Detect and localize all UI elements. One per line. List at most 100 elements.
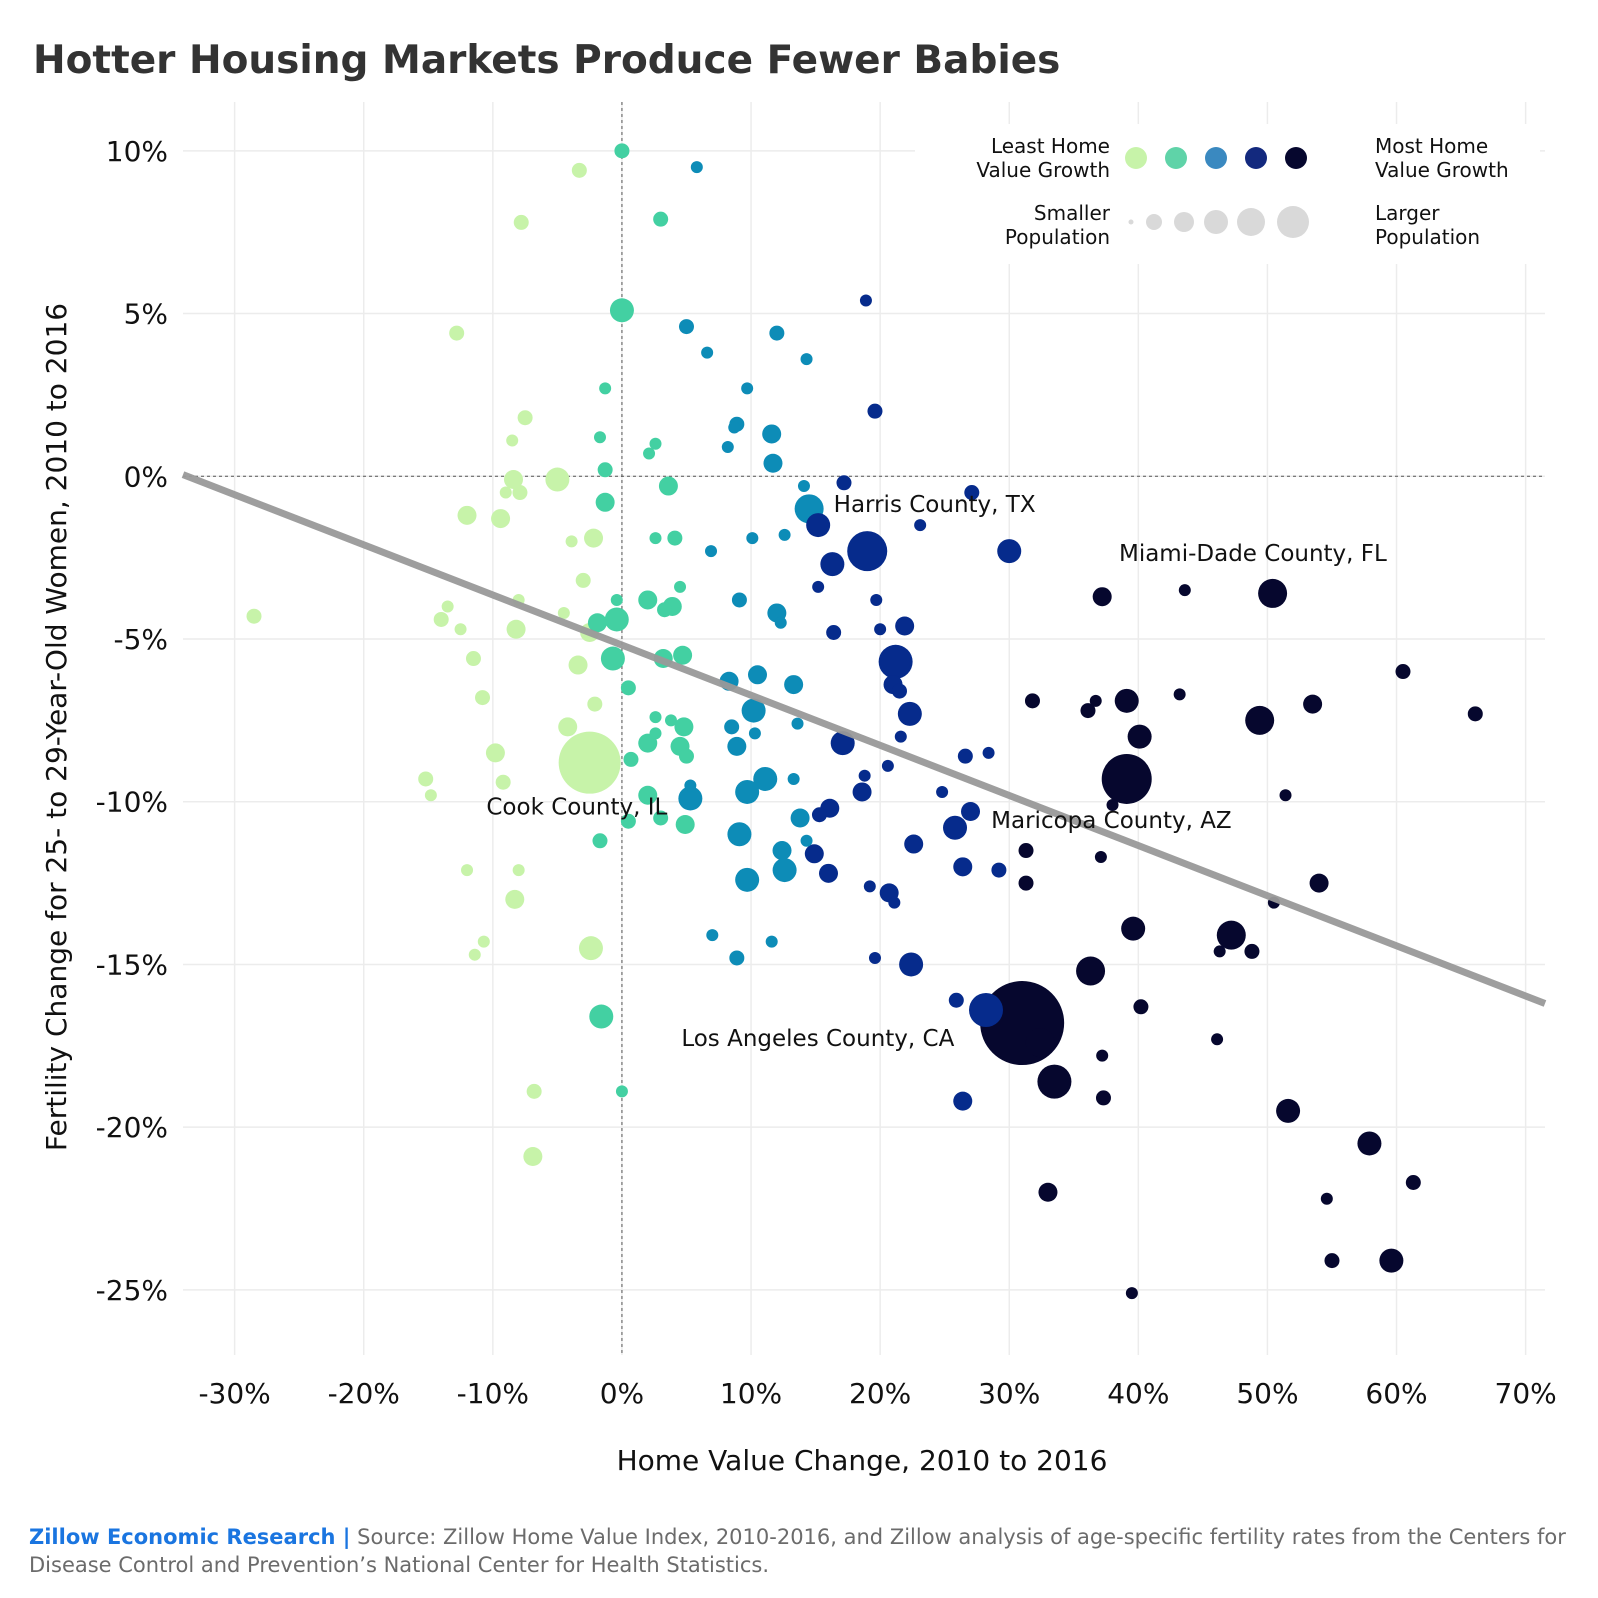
data-point bbox=[592, 833, 608, 849]
legend-size-swatch bbox=[1128, 219, 1134, 225]
data-point bbox=[1089, 694, 1102, 707]
data-point bbox=[1092, 587, 1112, 607]
data-point bbox=[762, 424, 782, 444]
data-point bbox=[948, 992, 964, 1008]
data-point bbox=[584, 528, 604, 548]
data-point bbox=[997, 539, 1022, 564]
data-point bbox=[897, 701, 922, 726]
data-point bbox=[643, 447, 656, 460]
legend-size-right-line2: Population bbox=[1375, 225, 1480, 249]
y-tick-label: -25% bbox=[96, 1274, 168, 1307]
data-point bbox=[953, 857, 973, 877]
data-point bbox=[721, 440, 734, 453]
data-point bbox=[589, 1004, 614, 1029]
data-points bbox=[246, 143, 1483, 1300]
data-point bbox=[741, 698, 766, 723]
data-point bbox=[904, 834, 924, 854]
data-point bbox=[1258, 578, 1288, 608]
data-point bbox=[653, 211, 669, 227]
x-tick-label: 70% bbox=[1495, 1377, 1557, 1410]
legend-size-swatch bbox=[1237, 208, 1265, 236]
data-point bbox=[741, 382, 754, 395]
legend-color-right-line2: Value Growth bbox=[1375, 158, 1509, 182]
data-point bbox=[418, 771, 434, 787]
legend-size-right-line1: Larger bbox=[1375, 201, 1440, 225]
data-point bbox=[674, 717, 694, 737]
data-point bbox=[615, 1085, 628, 1098]
data-point bbox=[1024, 693, 1040, 709]
data-point bbox=[1467, 706, 1483, 722]
data-point bbox=[495, 774, 511, 790]
data-point bbox=[881, 759, 894, 772]
data-point bbox=[1095, 1090, 1111, 1106]
data-point bbox=[433, 611, 449, 627]
data-point bbox=[791, 717, 804, 730]
data-point bbox=[765, 935, 778, 948]
data-point bbox=[914, 519, 927, 532]
data-point bbox=[1279, 789, 1292, 802]
data-point bbox=[465, 651, 481, 667]
data-point bbox=[746, 532, 759, 545]
data-point bbox=[1025, 1028, 1055, 1058]
data-point bbox=[558, 731, 621, 794]
y-tick-label: -5% bbox=[113, 623, 168, 656]
data-point bbox=[609, 298, 634, 323]
data-point bbox=[727, 736, 747, 756]
data-point bbox=[729, 950, 745, 966]
data-point bbox=[678, 319, 694, 335]
trend-line-group bbox=[181, 471, 1547, 1007]
data-point bbox=[1244, 943, 1260, 959]
data-point bbox=[1213, 945, 1226, 958]
data-point bbox=[649, 437, 662, 450]
data-point bbox=[565, 535, 578, 548]
data-point bbox=[870, 593, 883, 606]
x-tick-label: 50% bbox=[1236, 1377, 1298, 1410]
data-point bbox=[610, 593, 623, 606]
data-point bbox=[968, 993, 1003, 1028]
data-point bbox=[595, 492, 615, 512]
x-tick-label: 10% bbox=[720, 1377, 782, 1410]
data-point bbox=[1357, 1131, 1382, 1156]
data-point bbox=[892, 683, 908, 699]
data-point bbox=[1076, 956, 1106, 986]
data-point bbox=[475, 690, 491, 706]
annotations: Harris County, TX Miami-Dade County, FL Co… bbox=[486, 492, 1387, 1052]
data-point bbox=[638, 590, 658, 610]
data-point bbox=[658, 476, 678, 496]
data-point bbox=[1320, 1192, 1333, 1205]
data-point bbox=[772, 841, 792, 861]
data-point bbox=[499, 486, 512, 499]
data-point bbox=[587, 613, 607, 633]
data-point bbox=[506, 434, 519, 447]
data-point bbox=[557, 606, 570, 619]
data-point bbox=[620, 813, 636, 829]
annotation-label: Miami-Dade County, FL bbox=[1119, 541, 1387, 567]
legend: Least Home Value Growth Most Home Value … bbox=[915, 124, 1540, 264]
data-point bbox=[678, 748, 694, 764]
data-point bbox=[246, 608, 262, 624]
data-point bbox=[784, 675, 804, 695]
data-point bbox=[797, 480, 810, 493]
x-tick-label: 60% bbox=[1365, 1377, 1427, 1410]
data-point bbox=[1096, 1049, 1109, 1062]
data-point bbox=[587, 696, 603, 712]
data-point bbox=[836, 475, 852, 491]
y-axis-label: Fertility Change for 25- to 29-Year-Old … bbox=[40, 303, 73, 1151]
data-point bbox=[774, 616, 787, 629]
data-point bbox=[769, 325, 785, 341]
data-point bbox=[1037, 1064, 1072, 1099]
footer-source: Source: Zillow Home Value Index, 2010-20… bbox=[29, 1525, 1566, 1577]
data-point bbox=[964, 485, 980, 501]
data-point bbox=[623, 751, 639, 767]
data-point bbox=[1309, 873, 1329, 893]
data-point bbox=[505, 889, 525, 909]
footer-brand: Zillow Economic Research | bbox=[29, 1525, 351, 1549]
data-point bbox=[858, 769, 871, 782]
data-point bbox=[874, 623, 887, 636]
data-point bbox=[894, 730, 907, 743]
data-point bbox=[800, 834, 813, 847]
annotation-label: Cook County, IL bbox=[486, 795, 667, 821]
data-point bbox=[936, 785, 949, 798]
data-point bbox=[991, 862, 1007, 878]
